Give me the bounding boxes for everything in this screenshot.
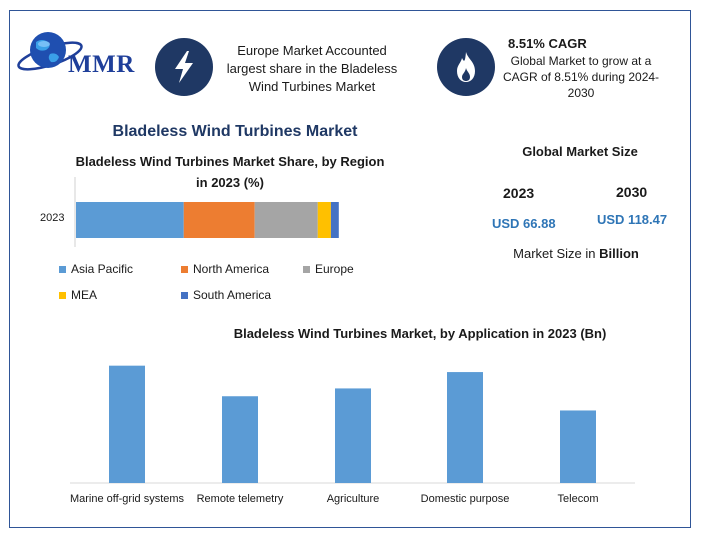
flame-icon bbox=[437, 38, 495, 96]
share-chart-category-label: 2023 bbox=[40, 212, 65, 224]
global-market-size-title: Global Market Size bbox=[522, 144, 638, 159]
market-size-note: Market Size in Billion bbox=[500, 246, 652, 261]
share-chart bbox=[74, 177, 339, 247]
application-tick-label: Marine off-grid systems bbox=[70, 493, 185, 505]
legend-item-south-america: South America bbox=[181, 288, 271, 302]
legend-label: MEA bbox=[71, 288, 98, 302]
application-bar-agriculture bbox=[335, 388, 371, 483]
legend-label: Europe bbox=[315, 262, 354, 276]
share-bar-segment-europe bbox=[254, 202, 318, 238]
main-title: Bladeless Wind Turbines Market bbox=[112, 123, 358, 140]
legend-label: Asia Pacific bbox=[71, 262, 134, 276]
legend-label: South America bbox=[193, 288, 272, 302]
year-end: 2030 bbox=[616, 184, 648, 200]
year-start: 2023 bbox=[503, 185, 535, 201]
lightning-bolt-icon bbox=[155, 38, 213, 96]
legend-swatch bbox=[181, 291, 188, 299]
application-tick-label: Domestic purpose bbox=[421, 493, 510, 505]
application-chart: Marine off-grid systems Remote telemetry A… bbox=[70, 365, 635, 505]
share-bar-segment-mea bbox=[317, 202, 331, 238]
globe-icon bbox=[17, 32, 83, 71]
market-size-note-prefix: Market Size in bbox=[513, 246, 600, 261]
application-tick-label: Telecom bbox=[558, 493, 599, 505]
cagr-title: 8.51% CAGR bbox=[508, 36, 587, 51]
europe-highlight-text: Europe Market Accounted largest share in… bbox=[226, 43, 398, 94]
share-bar-segment-north-america bbox=[183, 202, 255, 238]
legend-swatch bbox=[59, 291, 66, 299]
application-bar-marine-off-grid-systems bbox=[109, 365, 145, 483]
legend-item-asia-pacific: Asia Pacific bbox=[59, 262, 133, 276]
value-start: USD 66.88 bbox=[492, 216, 556, 231]
application-bar-remote-telemetry bbox=[222, 396, 258, 483]
legend-item-europe: Europe bbox=[303, 262, 354, 276]
share-bar-segment-south-america bbox=[330, 202, 339, 238]
application-chart-title: Bladeless Wind Turbines Market, by Appli… bbox=[233, 326, 607, 341]
legend-item-mea: MEA bbox=[59, 288, 97, 302]
legend-swatch bbox=[181, 265, 188, 273]
legend-swatch bbox=[303, 265, 310, 273]
legend-item-north-america: North America bbox=[181, 262, 269, 276]
market-size-note-unit: Billion bbox=[599, 246, 639, 261]
application-tick-label: Remote telemetry bbox=[197, 493, 284, 505]
infographic-frame bbox=[9, 10, 691, 528]
application-bar-telecom bbox=[560, 410, 596, 483]
value-end: USD 118.47 bbox=[597, 212, 668, 227]
legend-label: North America bbox=[193, 262, 270, 276]
share-chart-title: Bladeless Wind Turbines Market Share, by… bbox=[75, 154, 385, 190]
application-bar-domestic-purpose bbox=[447, 372, 483, 483]
logo-text: MMR bbox=[68, 51, 135, 78]
application-tick-label: Agriculture bbox=[327, 493, 380, 505]
share-bar-segment-asia-pacific bbox=[76, 202, 184, 238]
legend-swatch bbox=[59, 265, 66, 273]
cagr-text: Global Market to grow at a CAGR of 8.51%… bbox=[502, 54, 660, 100]
